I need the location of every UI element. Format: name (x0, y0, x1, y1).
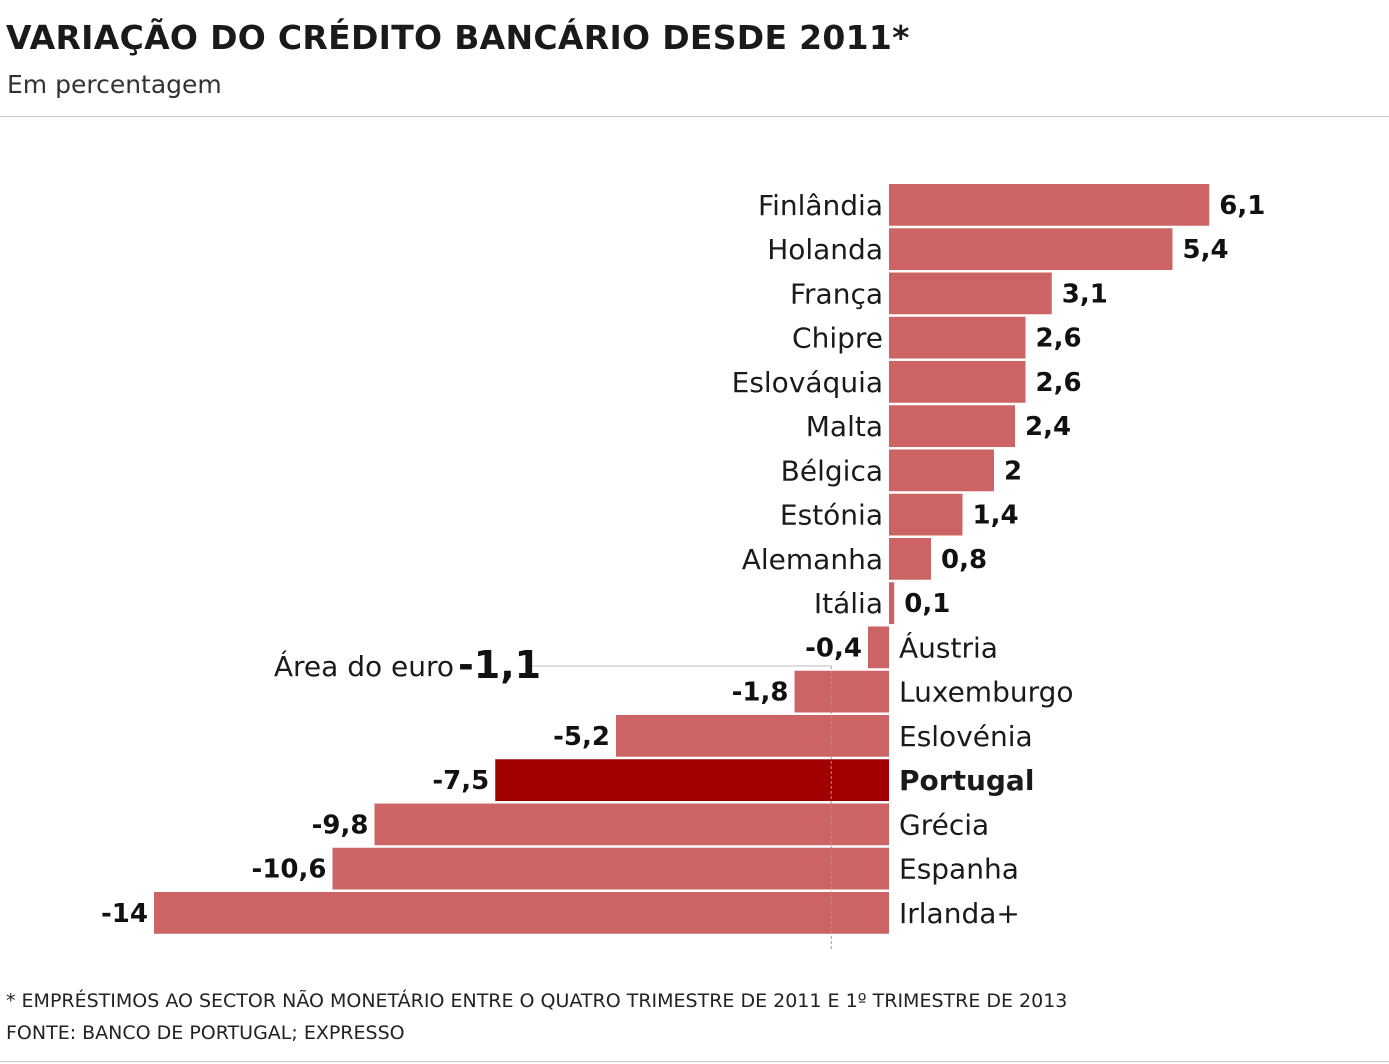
category-label-holanda: Holanda (767, 233, 883, 266)
category-label-portugal: Portugal (899, 764, 1034, 797)
category-label-eslovaquia: Eslováquia (732, 366, 883, 399)
bar-franca (889, 272, 1052, 315)
category-label-alemanha: Alemanha (742, 543, 883, 576)
bar-finlandia (889, 184, 1210, 226)
value-label-austria: -0,4 (805, 633, 862, 663)
reference-label: Área do euro (274, 649, 454, 683)
bar-luxemburgo (794, 670, 889, 713)
chart-source: FONTE: BANCO DE PORTUGAL; EXPRESSO (6, 1022, 405, 1044)
category-label-belgica: Bélgica (781, 454, 883, 487)
category-label-grecia: Grécia (899, 808, 989, 841)
value-label-alemanha: 0,8 (941, 545, 987, 575)
chart-subtitle: Em percentagem (7, 70, 222, 99)
bar-malta (889, 405, 1015, 447)
category-label-espanha: Espanha (899, 853, 1019, 886)
category-label-malta: Malta (806, 410, 883, 443)
category-label-irlanda: Irlanda+ (899, 897, 1020, 930)
bar-irlanda (154, 892, 889, 934)
value-label-portugal: -7,5 (432, 766, 489, 796)
value-label-irlanda: -14 (101, 899, 148, 929)
bar-eslovaquia (889, 361, 1026, 403)
value-label-holanda: 5,4 (1183, 235, 1229, 265)
bar-grecia (374, 803, 889, 846)
top-divider (0, 116, 1389, 117)
value-label-chipre: 2,6 (1036, 324, 1082, 354)
category-label-chipre: Chipre (792, 322, 883, 355)
value-label-eslovaquia: 2,6 (1036, 368, 1082, 398)
bar-eslovenia (616, 715, 889, 757)
chart-title: VARIAÇÃO DO CRÉDITO BANCÁRIO DESDE 2011* (6, 18, 910, 57)
bar-alemanha (889, 538, 931, 580)
category-label-italia: Itália (814, 587, 883, 620)
value-label-belgica: 2 (1004, 456, 1022, 486)
value-label-eslovenia: -5,2 (553, 722, 610, 752)
chart-footnote: * EMPRÉSTIMOS AO SECTOR NÃO MONETÁRIO EN… (6, 990, 1068, 1012)
bar-austria (868, 626, 889, 669)
bottom-divider (0, 1061, 1389, 1062)
bar-estonia (889, 493, 963, 536)
category-label-luxemburgo: Luxemburgo (899, 676, 1074, 709)
category-label-finlandia: Finlândia (758, 189, 883, 222)
bar-holanda (889, 228, 1173, 270)
value-label-grecia: -9,8 (312, 810, 369, 840)
category-label-eslovenia: Eslovénia (899, 720, 1033, 753)
category-label-franca: França (790, 277, 883, 310)
value-label-estonia: 1,4 (973, 501, 1019, 531)
bar-belgica (889, 449, 994, 492)
bar-italia (889, 582, 895, 624)
category-label-austria: Áustria (899, 630, 998, 664)
bar-chipre (889, 316, 1026, 359)
value-label-italia: 0,1 (904, 589, 950, 619)
value-label-malta: 2,4 (1025, 412, 1071, 442)
value-label-finlandia: 6,1 (1219, 191, 1265, 221)
category-label-estonia: Estónia (780, 499, 883, 532)
bar-portugal (495, 759, 889, 801)
bar-espanha (332, 847, 889, 890)
reference-value: -1,1 (458, 643, 541, 687)
value-label-espanha: -10,6 (252, 855, 327, 885)
value-label-luxemburgo: -1,8 (732, 678, 789, 708)
value-label-franca: 3,1 (1062, 279, 1108, 309)
